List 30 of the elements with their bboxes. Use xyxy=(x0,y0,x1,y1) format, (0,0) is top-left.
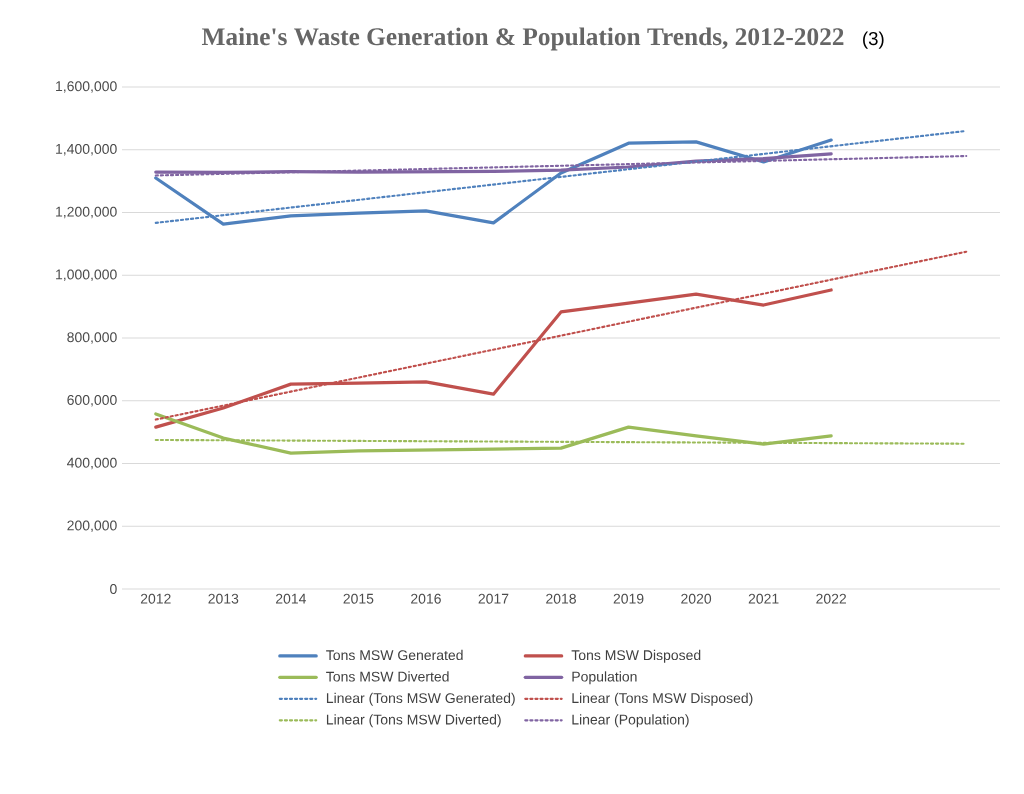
legend-label: Tons MSW Disposed xyxy=(571,649,701,663)
y-tick-label: 400,000 xyxy=(67,457,117,470)
y-tick-label: 1,600,000 xyxy=(56,81,117,93)
legend-label: Population xyxy=(572,671,637,685)
x-tick-label: 2022 xyxy=(816,593,847,604)
x-tick-label: 2017 xyxy=(478,593,509,604)
x-tick-label: 2021 xyxy=(748,593,779,604)
x-tick-label: 2014 xyxy=(275,593,306,604)
text: (3) xyxy=(863,31,884,49)
x-tick-label: 2013 xyxy=(208,593,239,604)
y-tick-label: 200,000 xyxy=(67,520,117,533)
x-tick-label: 2019 xyxy=(613,593,644,604)
x-tick-label: 2020 xyxy=(681,593,712,604)
legend-label: Linear (Tons MSW Disposed) xyxy=(572,692,753,706)
legend-label: Linear (Population) xyxy=(572,714,689,728)
y-tick-label: 800,000 xyxy=(67,332,117,344)
legend-label: Linear (Tons MSW Generated) xyxy=(326,692,515,706)
legend-label: Tons MSW Diverted xyxy=(326,671,449,682)
y-tick-label: 0 xyxy=(110,584,117,594)
x-tick-label: 2018 xyxy=(546,593,576,604)
y-tick-label: 1,000,000 xyxy=(56,269,117,282)
y-tick-label: 600,000 xyxy=(67,394,117,407)
x-tick-label: 2016 xyxy=(411,593,441,604)
legend-label: Tons MSW Generated xyxy=(326,649,463,661)
y-tick-label: 1,200,000 xyxy=(56,206,117,219)
legend-label: Linear (Tons MSW Diverted) xyxy=(326,714,501,728)
x-tick-label: 2015 xyxy=(343,593,374,604)
chart-title: Maine's Waste Generation & Population Trends, 2012-2022 xyxy=(201,27,844,51)
y-tick-label: 1,400,000 xyxy=(56,143,117,156)
x-tick-label: 2012 xyxy=(140,593,171,604)
